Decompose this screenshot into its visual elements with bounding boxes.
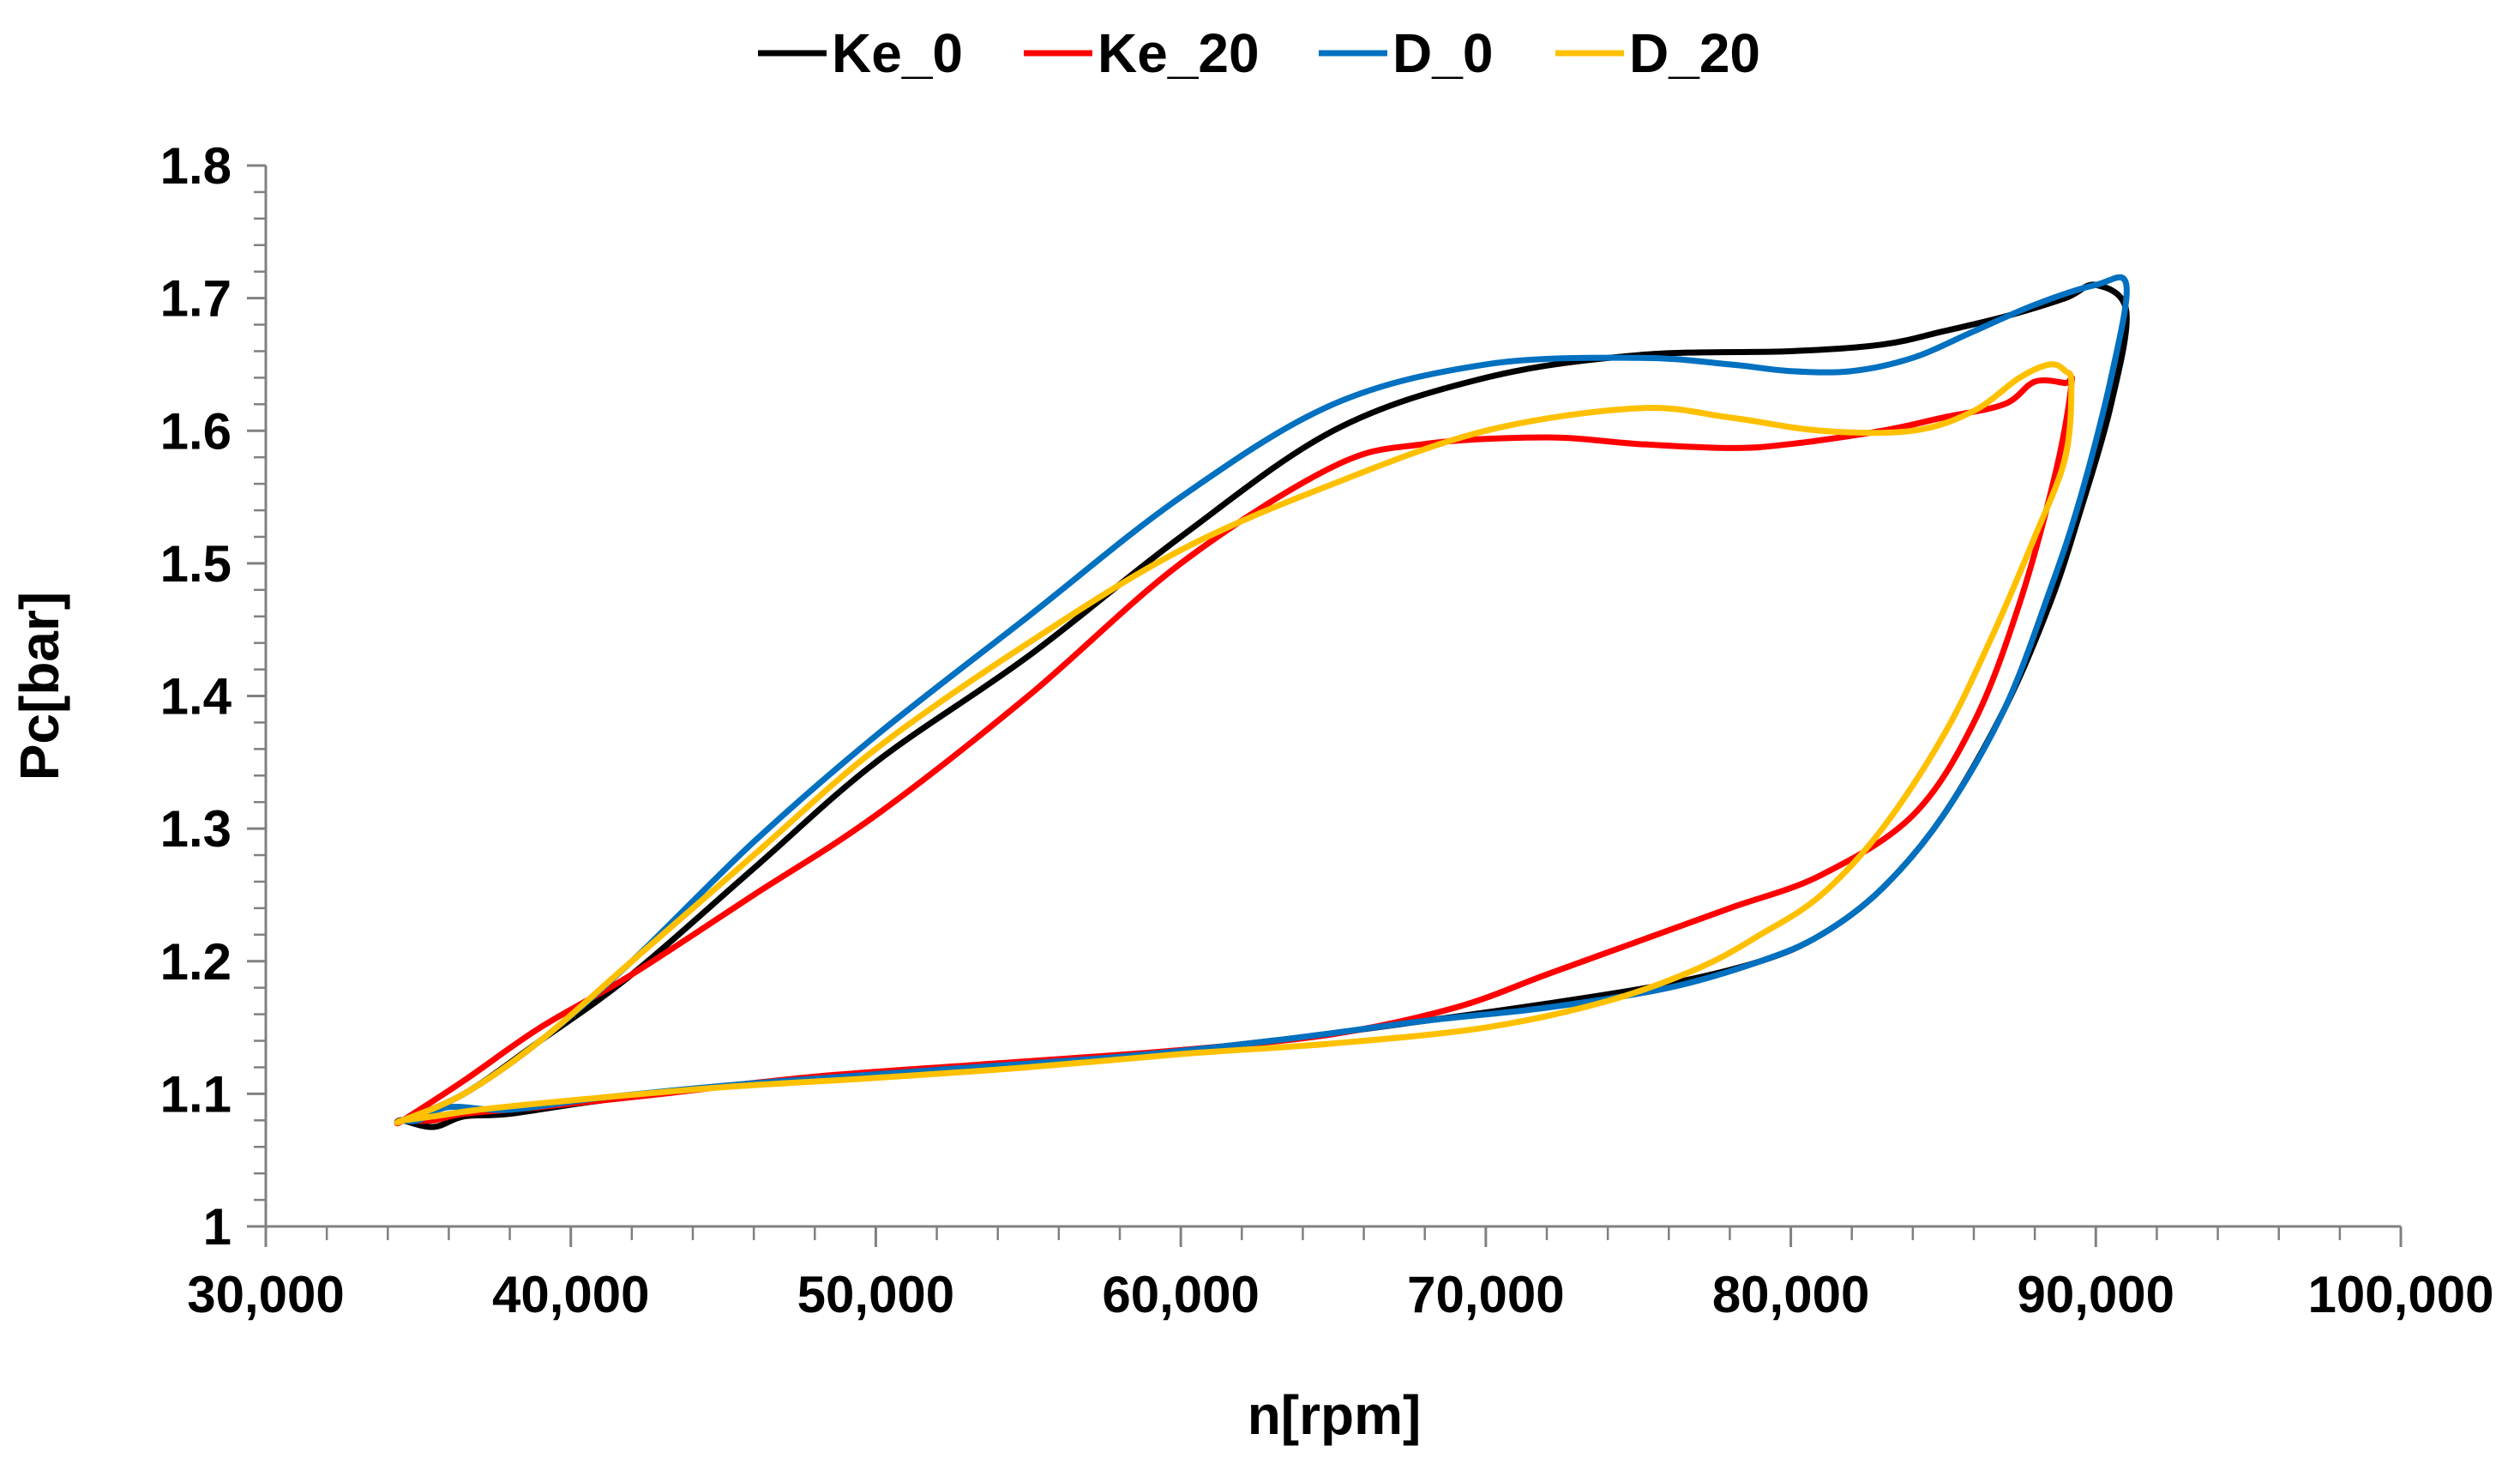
y-tick-label: 1.1 xyxy=(160,1065,232,1123)
series-line-d-20 xyxy=(394,361,2075,1126)
x-tick-label: 80,000 xyxy=(1712,1266,1870,1323)
plot-area: 1 1.1 1.2 1.3 1.4 1.5 1.6 1.7 1.8 30,000 40,000 50… xyxy=(160,137,2494,1323)
legend: Ke_0 Ke_20 D_0 D_20 xyxy=(758,22,1760,84)
y-tick-label: 1.6 xyxy=(160,402,232,460)
x-tick-label: 60,000 xyxy=(1102,1266,1260,1323)
x-axis-ticks: 30,000 40,000 50,000 60,000 70,000 80,000 90,0… xyxy=(187,1226,2493,1323)
y-tick-label: 1.2 xyxy=(160,933,232,991)
series-line-d-0 xyxy=(394,274,2130,1126)
x-axis-title: n[rpm] xyxy=(1248,1384,1422,1446)
y-axis-ticks: 1 1.1 1.2 1.3 1.4 1.5 1.6 1.7 1.8 xyxy=(160,137,266,1256)
y-tick-label: 1.3 xyxy=(160,800,232,858)
series-line-ke-0 xyxy=(394,281,2130,1130)
y-tick-label: 1 xyxy=(203,1198,232,1256)
x-tick-label: 100,000 xyxy=(2308,1266,2494,1323)
legend-label-d-0: D_0 xyxy=(1392,22,1493,84)
series-line-ke-20 xyxy=(394,374,2075,1127)
x-tick-label: 90,000 xyxy=(2018,1266,2175,1323)
x-tick-label: 50,000 xyxy=(797,1266,955,1323)
y-tick-label: 1.5 xyxy=(160,535,232,593)
x-tick-label: 30,000 xyxy=(187,1266,345,1323)
legend-label-ke-20: Ke_20 xyxy=(1098,22,1260,84)
y-tick-label: 1.7 xyxy=(160,270,232,328)
y-tick-label: 1.8 xyxy=(160,137,232,195)
x-tick-label: 40,000 xyxy=(492,1266,650,1323)
legend-label-d-20: D_20 xyxy=(1629,22,1760,84)
series-lines xyxy=(394,274,2130,1130)
x-tick-label: 70,000 xyxy=(1407,1266,1565,1323)
legend-label-ke-0: Ke_0 xyxy=(832,22,963,84)
y-tick-label: 1.4 xyxy=(160,668,232,726)
y-axis-title: Pc[bar] xyxy=(9,592,70,781)
